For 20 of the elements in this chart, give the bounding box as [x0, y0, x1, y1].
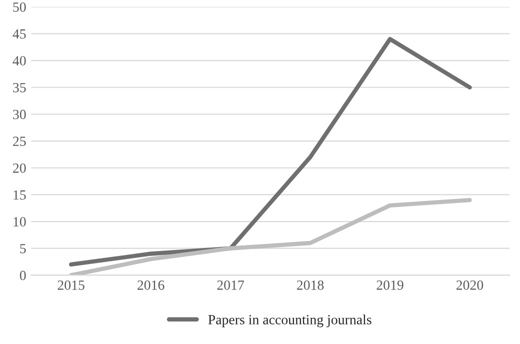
y-tick-label: 20 — [13, 163, 26, 173]
y-tick-label: 50 — [13, 2, 26, 12]
y-tick-label: 25 — [13, 136, 26, 146]
y-tick-label: 35 — [13, 83, 26, 92]
line-series — [68, 198, 472, 276]
x-tick-label: 2020 — [456, 280, 484, 290]
legend-label: Papers in accounting journals — [208, 314, 372, 328]
x-tick-label: 2017 — [217, 280, 244, 290]
line-series — [68, 36, 472, 267]
x-tick-label: 2015 — [58, 280, 84, 290]
y-tick-label: 40 — [12, 56, 26, 66]
y-tick-label: 10 — [14, 217, 26, 226]
y-tick-label: 0 — [20, 270, 26, 280]
y-tick-label: 5 — [20, 244, 26, 254]
y-tick-label: 30 — [13, 110, 26, 120]
y-tick-label: 45 — [12, 29, 26, 39]
x-tick-label: 2018 — [296, 280, 324, 290]
x-tick-label: 2016 — [138, 280, 164, 290]
x-tick-label: 2019 — [376, 280, 404, 290]
y-tick-label: 15 — [14, 190, 26, 200]
